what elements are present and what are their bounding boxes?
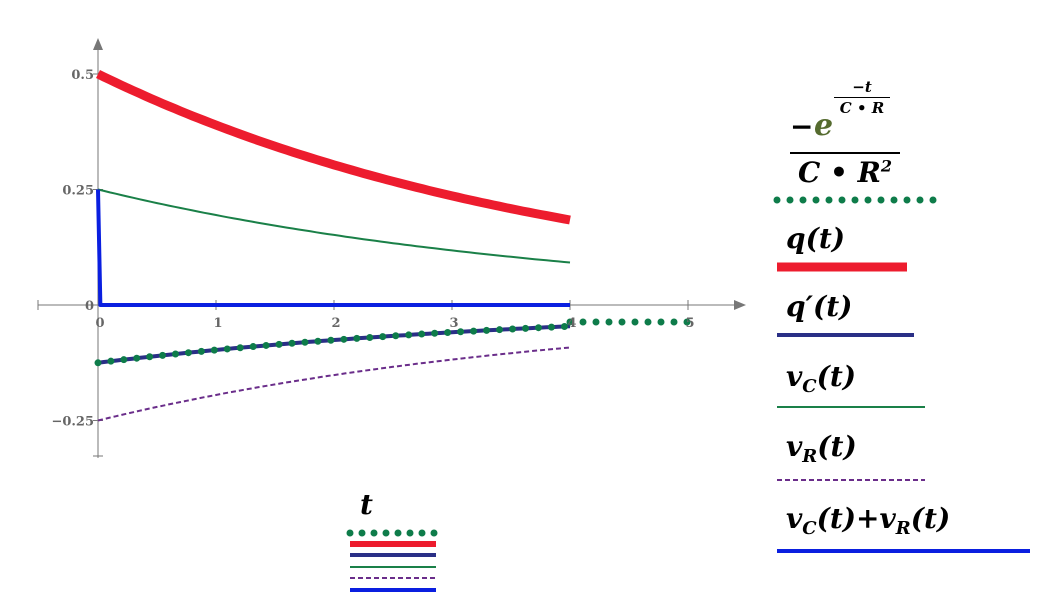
y-axis-arrow — [93, 38, 103, 50]
exp-numerator-sign: − — [790, 110, 814, 143]
legend-label-vr: vR(t) — [786, 430, 857, 467]
legend-label-exp-fraction: − e −t C • R C • R2 — [790, 72, 900, 196]
exp-exponent-var: t — [864, 78, 872, 96]
legend-sum-arg2: t — [924, 502, 937, 535]
legend-qp-arg: t — [826, 290, 840, 323]
x-tick-label: 3 — [449, 316, 458, 331]
legend-label-vc-plus-vr: vC(t)+vR(t) — [786, 502, 951, 539]
x-axis-variable: t — [360, 488, 373, 521]
x-tick-label: 2 — [331, 316, 340, 331]
legend-sum-sub2: R — [895, 518, 911, 539]
series-line-1 — [96, 69, 571, 225]
x-axis-arrow — [734, 300, 746, 310]
legend-label-vc: vC(t) — [786, 360, 857, 397]
x-tick-label: 4 — [567, 316, 576, 331]
legend-swatches — [773, 196, 1030, 553]
mini-legend — [346, 529, 440, 592]
y-tick-label: 0.25 — [62, 184, 94, 199]
tick-labels: 0 1 2 3 4 5 0.5 0.25 0 −0.25 — [51, 68, 694, 430]
legend-label-q-prime: q′(t) — [786, 290, 853, 323]
legend-sum-sub1: C — [802, 518, 817, 539]
exp-exponent-denominator: C • R — [839, 99, 885, 117]
legend-q-fn: q — [786, 222, 806, 255]
legend-label-q: q(t) — [786, 222, 846, 255]
series-layer — [94, 69, 692, 422]
exp-base: e — [814, 108, 834, 143]
x-tick-label: 1 — [213, 316, 222, 331]
y-tick-label: 0.5 — [71, 68, 94, 83]
exp-exponent-sign: − — [852, 78, 865, 96]
legend-vr-fn: v — [786, 430, 803, 463]
legend-vr-sub: R — [802, 446, 818, 467]
legend-sum-fn1: v — [786, 502, 803, 535]
legend-vc-sub: C — [802, 376, 817, 397]
series-line-4 — [97, 346, 571, 422]
legend-sum-arg1: t — [829, 502, 843, 535]
series-line-3 — [97, 188, 571, 264]
axes — [37, 38, 746, 458]
exp-denominator-power: 2 — [880, 156, 893, 176]
legend-vr-arg: t — [830, 430, 844, 463]
series-line-0 — [94, 322, 574, 367]
y-tick-label: −0.25 — [51, 415, 94, 430]
legend-vc-arg: t — [829, 360, 843, 393]
series-line-5 — [96, 189, 570, 307]
exp-denominator: C • R — [797, 156, 881, 189]
legend-vc-fn: v — [786, 360, 803, 393]
legend-sum-fn2: v — [879, 502, 896, 535]
y-tick-label: 0 — [85, 299, 94, 314]
legend-qp-fn: q′ — [786, 290, 813, 323]
legend-sum-plus: + — [856, 502, 880, 535]
x-tick-label: 0 — [95, 316, 104, 331]
legend-q-arg: t — [818, 222, 832, 255]
x-tick-label: 5 — [685, 316, 694, 331]
